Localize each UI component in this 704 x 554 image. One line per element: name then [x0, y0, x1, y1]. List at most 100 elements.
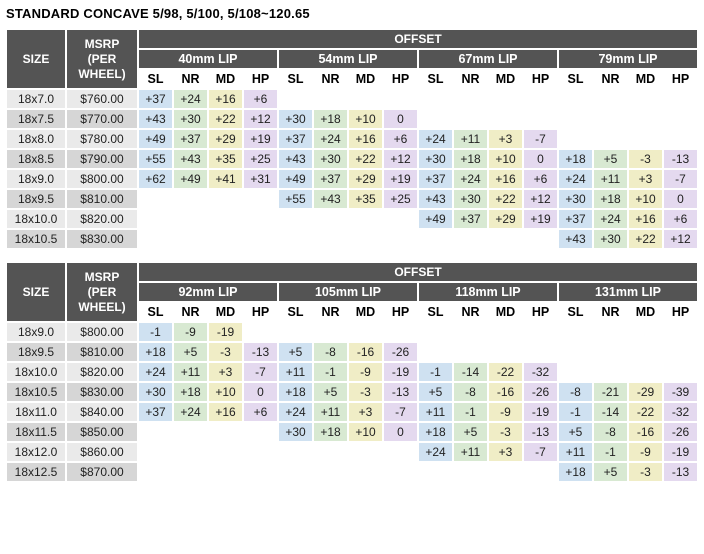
offset-value-cell: -9: [349, 363, 382, 381]
offset-value-cell: [664, 90, 697, 108]
offset-value-cell: +30: [594, 230, 627, 248]
offset-value-cell: [139, 443, 172, 461]
table-row: 18x11.5 $850.00 +30 +18 +10 0 +18 +5 -3 -13 +5 -8 -1…: [7, 423, 697, 441]
offset-value-cell: -7: [524, 130, 557, 148]
offset-value-cell: [244, 230, 277, 248]
size-cell: 18x8.5: [7, 150, 65, 168]
lip-group-header: 54mm LIP: [279, 50, 417, 68]
offset-value-cell: [419, 90, 452, 108]
offset-value-cell: +5: [314, 383, 347, 401]
offset-value-cell: [384, 463, 417, 481]
offset-value-cell: +10: [349, 110, 382, 128]
offset-value-cell: [664, 130, 697, 148]
offset-value-cell: -26: [384, 343, 417, 361]
offset-value-cell: +24: [279, 403, 312, 421]
offset-value-cell: +18: [314, 423, 347, 441]
finish-col-header: HP: [664, 303, 697, 321]
offset-value-cell: +18: [139, 343, 172, 361]
offset-value-cell: +29: [209, 130, 242, 148]
msrp-cell: $860.00: [67, 443, 137, 461]
offset-value-cell: +19: [384, 170, 417, 188]
size-cell: 18x12.0: [7, 443, 65, 461]
msrp-cell: $830.00: [67, 383, 137, 401]
finish-col-header: HP: [384, 303, 417, 321]
offset-value-cell: -1: [419, 363, 452, 381]
offset-value-cell: +11: [454, 443, 487, 461]
finish-col-header: MD: [209, 70, 242, 88]
offset-value-cell: +10: [349, 423, 382, 441]
offset-value-cell: [594, 130, 627, 148]
size-cell: 18x7.0: [7, 90, 65, 108]
lip-group-header: 67mm LIP: [419, 50, 557, 68]
finish-col-header: HP: [664, 70, 697, 88]
offset-value-cell: +22: [349, 150, 382, 168]
offset-value-cell: [244, 210, 277, 228]
table-row: 18x11.0 $840.00 +37 +24 +16 +6 +24 +11 +3 -7 +11 -1…: [7, 403, 697, 421]
offset-value-cell: [349, 463, 382, 481]
offset-value-cell: [139, 463, 172, 481]
offset-value-cell: -1: [139, 323, 172, 341]
table-row: 18x9.0 $800.00 +62 +49 +41 +31 +49 +37 +29 +19 +37…: [7, 170, 697, 188]
offset-value-cell: [174, 423, 207, 441]
offset-value-cell: [419, 343, 452, 361]
offset-value-cell: +24: [174, 403, 207, 421]
offset-value-cell: [384, 230, 417, 248]
size-cell: 18x10.5: [7, 230, 65, 248]
msrp-cell: $770.00: [67, 110, 137, 128]
msrp-cell: $870.00: [67, 463, 137, 481]
offset-value-cell: [244, 443, 277, 461]
offset-value-cell: [524, 323, 557, 341]
offset-value-cell: -32: [524, 363, 557, 381]
offset-value-cell: [384, 443, 417, 461]
offset-value-cell: -9: [174, 323, 207, 341]
offset-value-cell: +29: [489, 210, 522, 228]
offset-value-cell: -1: [454, 403, 487, 421]
offset-value-cell: [629, 323, 662, 341]
offset-value-cell: [314, 90, 347, 108]
offset-value-cell: -3: [629, 463, 662, 481]
offset-value-cell: -19: [664, 443, 697, 461]
offset-value-cell: +18: [279, 383, 312, 401]
finish-col-header: SL: [419, 303, 452, 321]
offset-value-cell: -14: [594, 403, 627, 421]
offset-value-cell: +11: [559, 443, 592, 461]
offset-value-cell: [349, 443, 382, 461]
offset-value-cell: [454, 463, 487, 481]
offset-value-cell: +43: [314, 190, 347, 208]
offset-value-cell: +11: [419, 403, 452, 421]
offset-value-cell: [209, 463, 242, 481]
offset-value-cell: [279, 210, 312, 228]
offset-value-cell: +6: [244, 403, 277, 421]
offset-value-cell: [279, 323, 312, 341]
offset-value-cell: [174, 463, 207, 481]
offset-value-cell: [174, 443, 207, 461]
offset-value-cell: +6: [664, 210, 697, 228]
table-row: 18x10.5 $830.00 +30 +18 +10 0 +18 +5 -3 -13 +5 -8 -1…: [7, 383, 697, 401]
offset-value-cell: +37: [139, 90, 172, 108]
offset-header: OFFSET: [139, 263, 697, 281]
lip-group-header: 79mm LIP: [559, 50, 697, 68]
offset-value-cell: [349, 210, 382, 228]
offset-value-cell: +30: [559, 190, 592, 208]
finish-col-header: MD: [489, 303, 522, 321]
finish-col-header: MD: [349, 70, 382, 88]
msrp-cell: $830.00: [67, 230, 137, 248]
offset-value-cell: [454, 110, 487, 128]
lip-group-header: 40mm LIP: [139, 50, 277, 68]
msrp-cell: $810.00: [67, 343, 137, 361]
offset-value-cell: -13: [244, 343, 277, 361]
offset-value-cell: [489, 110, 522, 128]
offset-value-cell: [524, 463, 557, 481]
offset-value-cell: [314, 210, 347, 228]
offset-value-cell: [629, 90, 662, 108]
offset-value-cell: -3: [349, 383, 382, 401]
offset-value-cell: -8: [594, 423, 627, 441]
offset-value-cell: -8: [314, 343, 347, 361]
offset-value-cell: [279, 90, 312, 108]
offset-value-cell: +12: [384, 150, 417, 168]
offset-value-cell: +18: [419, 423, 452, 441]
offset-value-cell: +18: [314, 110, 347, 128]
offset-table-2: SIZE MSRP (PER WHEEL) OFFSET 92mm LIP 105mm …: [5, 261, 699, 483]
offset-value-cell: -8: [559, 383, 592, 401]
finish-col-header: HP: [524, 70, 557, 88]
